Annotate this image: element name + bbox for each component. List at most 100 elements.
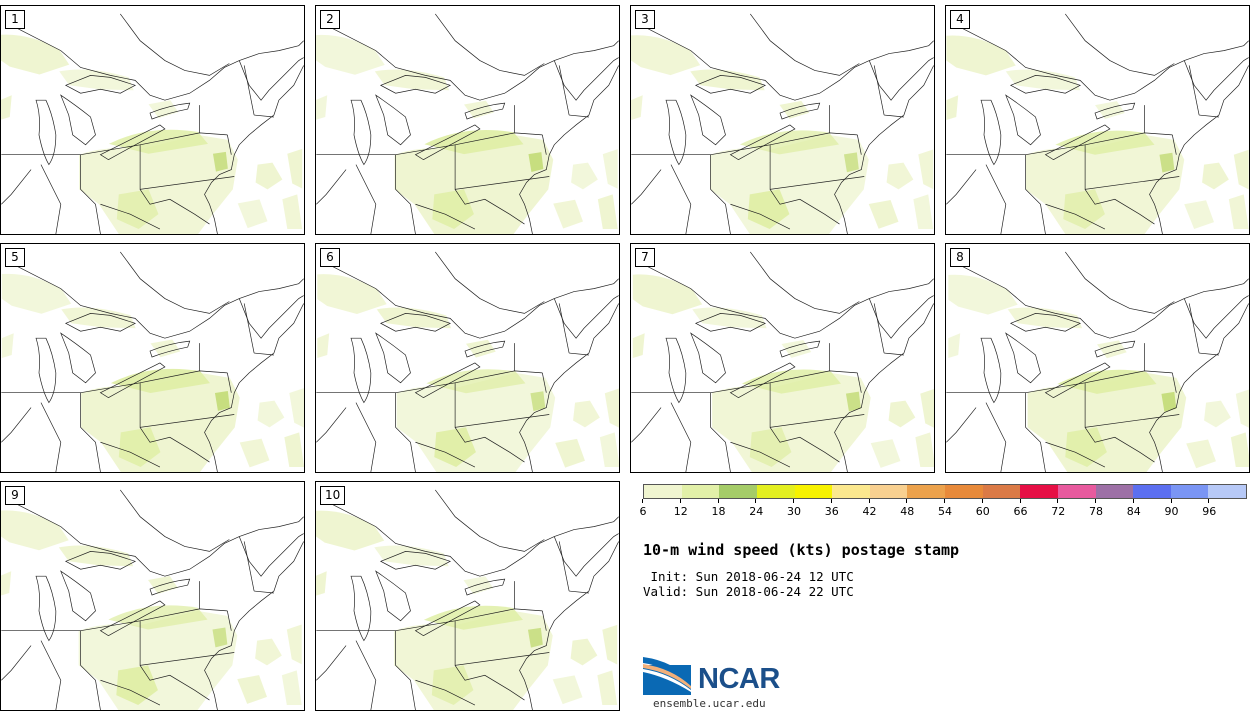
map-boundary-line	[464, 578, 506, 596]
map-boundary-line	[1199, 352, 1219, 356]
member-panel-2: 2	[315, 5, 620, 235]
map-boundary-line	[99, 600, 166, 637]
map-boundary-line	[985, 402, 1007, 472]
map-boundary-line	[750, 251, 860, 314]
wind-fill-region	[317, 274, 387, 314]
wind-fill-region	[602, 624, 618, 665]
map-boundary-line	[243, 303, 255, 354]
map-boundary-line	[454, 189, 525, 225]
map-boundary-line	[980, 99, 1002, 166]
member-panel-6: 6	[315, 243, 620, 473]
wind-fill-region	[58, 545, 134, 567]
map-boundary-line	[1094, 340, 1136, 358]
wind-fill-region	[257, 400, 285, 428]
map-boundary-line	[60, 570, 96, 622]
wind-fill-region	[599, 432, 619, 468]
member-panel-5: 5	[0, 243, 305, 473]
wind-fill-region	[1228, 194, 1249, 230]
map-8	[946, 251, 1249, 472]
map-boundary-line	[120, 251, 230, 314]
map-boundary-line	[857, 134, 862, 155]
wind-fill-region	[555, 438, 585, 468]
map-boundary-line	[204, 65, 304, 234]
map-boundary-line	[569, 114, 589, 118]
map-boundary-line	[542, 372, 547, 393]
map-boundary-line	[379, 313, 452, 332]
map-boundary-line	[254, 590, 274, 594]
map-boundary-line	[414, 362, 481, 399]
member-panel-8: 8	[945, 243, 1250, 473]
wind-fill-region	[946, 95, 959, 120]
map-boundary-line	[1025, 392, 1046, 472]
map-boundary-line	[204, 303, 304, 472]
wind-fill-region	[552, 675, 583, 705]
wind-fill-region	[739, 130, 840, 155]
map-boundary-line	[1084, 189, 1155, 225]
member-panel-9: 9	[0, 481, 305, 711]
wind-fill-region	[116, 665, 158, 706]
map-boundary-line	[631, 407, 662, 443]
colorbar-segment	[907, 485, 945, 498]
colorbar-segment	[794, 485, 833, 498]
wind-fill-region	[61, 307, 136, 329]
map-boundary-line	[149, 578, 191, 596]
map-boundary-line	[316, 169, 347, 205]
wind-fill-region	[1, 333, 14, 358]
wind-fill-region	[528, 152, 544, 172]
valid-time: Valid: Sun 2018-06-24 22 UTC	[643, 584, 854, 599]
map-boundary-line	[350, 99, 372, 166]
wind-fill-region	[289, 388, 304, 428]
wind-fill-region	[602, 149, 618, 189]
wind-fill-region	[150, 339, 181, 358]
map-boundary-line	[120, 489, 230, 552]
map-boundary-line	[631, 169, 662, 205]
wind-fill-region	[255, 638, 282, 666]
map-boundary-line	[1199, 114, 1219, 118]
map-boundary-line	[1188, 303, 1200, 354]
colorbar-segment	[756, 485, 795, 498]
wind-fill-region	[316, 571, 327, 596]
map-boundary-line	[40, 164, 62, 234]
map-boundary-line	[35, 575, 57, 642]
map-boundary-line	[350, 337, 372, 404]
map-boundary-line	[464, 102, 506, 120]
map-boundary-line	[1183, 57, 1249, 101]
map-boundary-line	[395, 392, 416, 472]
wind-fill-region	[281, 670, 302, 706]
wind-fill-region	[915, 432, 934, 468]
map-boundary-line	[375, 570, 411, 622]
map-boundary-line	[99, 124, 166, 161]
map-boundary-line	[690, 94, 726, 146]
wind-fill-region	[749, 427, 792, 468]
wind-fill-region	[573, 400, 600, 428]
colorbar-tick-label: 18	[704, 499, 734, 518]
map-boundary-line	[60, 94, 96, 146]
map-boundary-line	[316, 645, 347, 681]
wind-fill-region	[1097, 340, 1127, 359]
wind-fill-region	[741, 369, 841, 394]
map-boundary-line	[884, 352, 904, 356]
wind-fill-region	[920, 389, 934, 428]
map-boundary-line	[395, 154, 416, 234]
map-boundary-line	[558, 541, 570, 592]
map-boundary-line	[64, 75, 137, 94]
map-boundary-line	[316, 407, 347, 443]
map-boundary-line	[730, 441, 791, 468]
map-boundary-line	[100, 203, 161, 230]
colorbar-segment	[644, 485, 682, 498]
map-boundary-line	[238, 295, 304, 339]
wind-fill-region	[286, 624, 302, 665]
map-boundary-line	[120, 13, 230, 76]
map-boundary-line	[1, 407, 32, 443]
wind-fill-region	[1005, 69, 1081, 91]
map-boundary-line	[238, 533, 304, 577]
map-boundary-line	[769, 427, 840, 463]
map-boundary-line	[1, 608, 228, 632]
map-boundary-line	[1025, 154, 1046, 234]
map-boundary-line	[254, 114, 274, 118]
colorbar-segment	[719, 485, 757, 498]
map-7	[631, 251, 934, 472]
wind-fill-region	[570, 638, 598, 666]
map-boundary-line	[435, 489, 545, 552]
map-boundary-line	[139, 382, 235, 428]
